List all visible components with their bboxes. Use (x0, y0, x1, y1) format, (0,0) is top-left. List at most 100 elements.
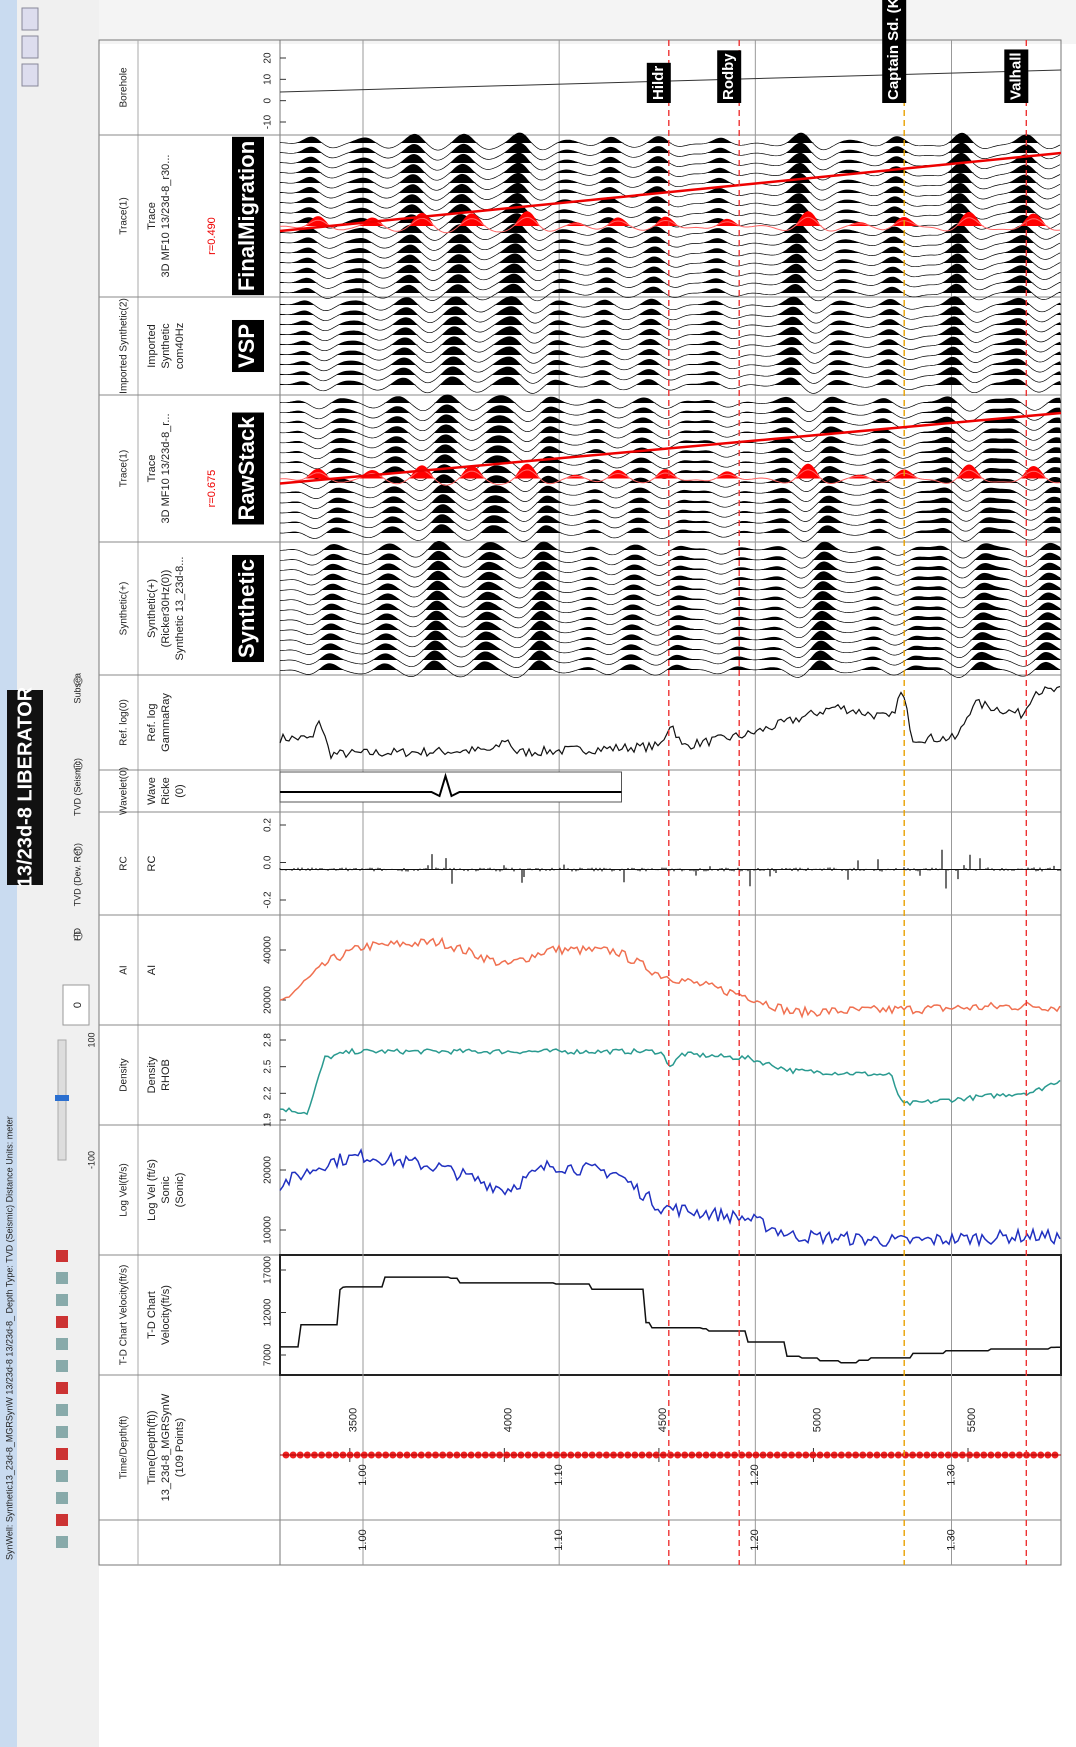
toolbar-icon[interactable] (56, 1360, 68, 1372)
toolbar-icon[interactable] (56, 1426, 68, 1438)
value-tick-label: 20000 (263, 986, 274, 1014)
top-label-box (882, 0, 907, 103)
depth-tick-label: 5000 (811, 1408, 823, 1432)
track-desc: Trace (146, 455, 158, 483)
seismic-trace (279, 445, 1061, 462)
seismic-trace (279, 368, 1061, 384)
track-label: Time/Depth(ft) (119, 1416, 130, 1480)
toolbar-icon[interactable] (56, 1514, 68, 1526)
toolbar-icon[interactable] (56, 1316, 68, 1328)
track-label: Borehole (119, 67, 130, 107)
seismic-lobe (280, 550, 1061, 560)
seismic-trace (279, 297, 1061, 314)
seismic-trace (279, 396, 1061, 412)
slider-min: -100 (86, 1151, 96, 1169)
seismic-lobe (280, 233, 1061, 243)
seismic-lobe (280, 600, 1061, 610)
track-desc: GammaRay (160, 693, 172, 752)
seismic-trace (279, 347, 1061, 364)
seismic-lobe (280, 570, 1061, 580)
window-button[interactable] (21, 35, 39, 59)
track-label: Ref. log(0) (119, 699, 130, 746)
radio-button[interactable] (73, 846, 83, 856)
wavelet (280, 772, 622, 798)
seismic-lobe (280, 610, 1061, 620)
track-desc: Time(Depth(ft)) (146, 1410, 158, 1484)
toolbar-icon[interactable] (56, 1536, 68, 1548)
track-desc: 3D MF10 13/23d-8_r... (160, 413, 172, 523)
toolbar-icon[interactable] (56, 1338, 68, 1350)
track-desc: 13_23d-8_MGRSynW (160, 1393, 172, 1501)
value-tick-label: 17000 (263, 1256, 274, 1284)
seismic-trace (279, 275, 1061, 292)
seismic-trace (279, 505, 1061, 522)
correlation-line (279, 411, 1062, 485)
window-button[interactable] (21, 7, 39, 31)
radio-button[interactable] (73, 761, 83, 771)
toolbar-icon[interactable] (56, 1470, 68, 1482)
seismic-lobe (280, 306, 1061, 315)
toolbar-icon[interactable] (56, 1272, 68, 1284)
slider-input[interactable] (62, 984, 90, 1026)
toolbar-icon[interactable] (56, 1250, 68, 1262)
value-tick-label: 40000 (263, 936, 274, 964)
seismic-trace (279, 652, 1061, 668)
trace-highlight (279, 216, 1061, 234)
toolbar-icon[interactable] (56, 1382, 68, 1394)
seismic-lobe (280, 356, 1061, 365)
value-tick-label: 10000 (263, 1216, 274, 1244)
top-label: Captain Sd. (K (885, 0, 902, 100)
track-desc: Synthetic 13_23d-8... (174, 557, 186, 661)
seismic-trace (279, 662, 1061, 678)
seismic-lobe (280, 650, 1061, 660)
toolbar-icon[interactable] (56, 1448, 68, 1460)
time-tick-label: 1.00 (357, 1529, 369, 1550)
slider-value: 0 (72, 1002, 84, 1008)
slider-thumb[interactable] (55, 1095, 69, 1101)
seismic-lobe (280, 580, 1061, 590)
radio-button[interactable] (73, 931, 83, 941)
toolbar-icon[interactable] (56, 1492, 68, 1504)
value-tick-label: 2.8 (263, 1033, 274, 1047)
correlation-value: r=0.675 (206, 470, 218, 508)
seismic-lobe (280, 172, 1061, 183)
track-desc: Sonic (160, 1176, 172, 1204)
toolbar-icon[interactable] (56, 1404, 68, 1416)
seismic-lobe (280, 366, 1061, 375)
radio-label: TVD (Dev. Ref.) (72, 843, 82, 906)
track-label: Trace(1) (119, 197, 130, 234)
track-label: Wavelet(0) (119, 767, 130, 815)
seismic-lobe (280, 620, 1061, 630)
toolbar-icon[interactable] (56, 1294, 68, 1306)
seismic-trace (279, 592, 1061, 609)
seismic-lobe (280, 524, 1061, 533)
seismic-trace (279, 525, 1061, 542)
seismic-lobe (280, 474, 1061, 483)
value-tick-label: -10 (263, 114, 274, 129)
track-desc: Ref. log (146, 704, 158, 742)
depth-tick-label: 4000 (502, 1408, 514, 1432)
track-label: Density (119, 1058, 130, 1091)
wavelet-box (279, 771, 622, 803)
top-label: Valhall (1007, 52, 1024, 100)
seismic-trace (279, 632, 1061, 649)
seismic-trace (279, 204, 1061, 221)
seismic-trace (279, 378, 1061, 394)
radio-button[interactable] (73, 676, 83, 686)
window-button[interactable] (21, 63, 39, 87)
track-desc: Synthetic(+) (146, 579, 158, 638)
seismic-lobe (280, 142, 1061, 153)
seismic-trace (279, 495, 1061, 512)
value-tick-label: 10 (263, 73, 274, 85)
seismic-lobe (280, 182, 1061, 193)
top-label-box (717, 50, 742, 103)
track-label: T-D Chart Velocity(ft/s) (119, 1265, 130, 1366)
depth-tick-label: 4500 (657, 1408, 669, 1432)
seismic-trace (279, 358, 1061, 374)
tag-box (232, 136, 264, 296)
track-label: AI (119, 965, 130, 974)
depth-tick-label: 3500 (348, 1408, 360, 1432)
seismic-trace (279, 164, 1061, 181)
track-label: RC (119, 856, 130, 870)
